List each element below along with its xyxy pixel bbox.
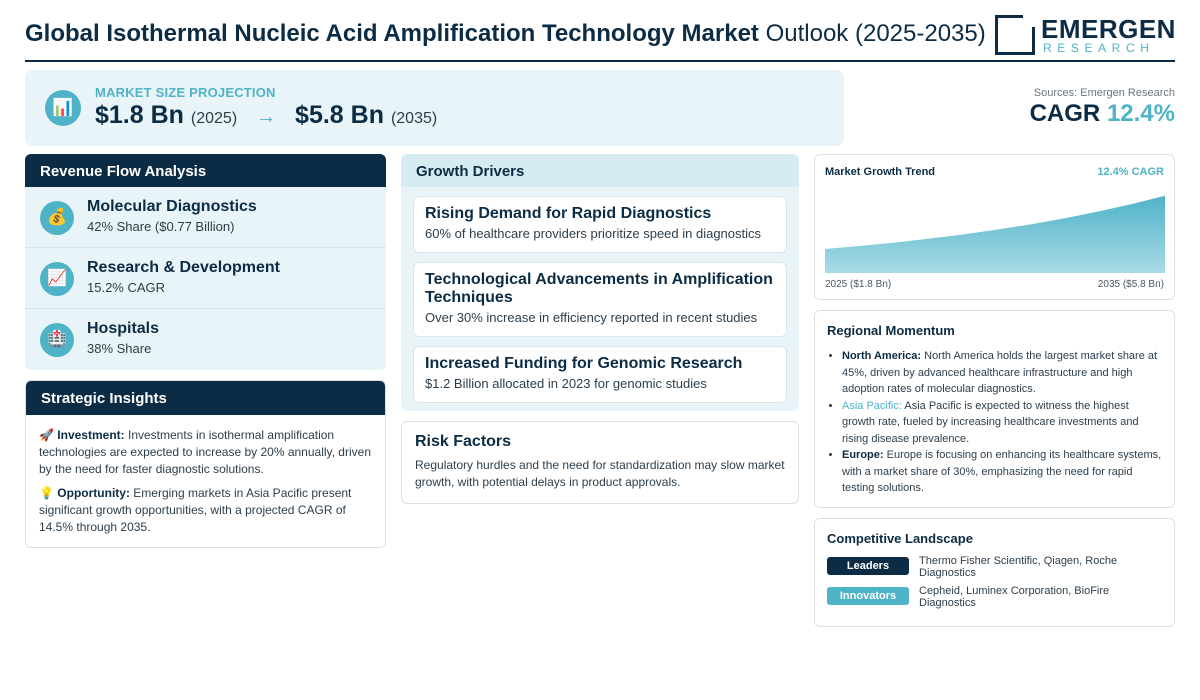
emergen-logo[interactable]: EMERGEN RESEARCH [995,14,1175,56]
revenue-item-name: Hospitals [87,320,160,337]
revenue-item: 🏥 Hospitals 38% Share [25,309,386,370]
growth-drivers-panel: Growth Drivers Rising Demand for Rapid D… [401,154,799,411]
insight-item: 💡 Opportunity: Emerging markets in Asia … [39,486,352,534]
region-item: North America: North America holds the l… [842,348,1162,398]
revenue-flow-panel: Revenue Flow Analysis 💰 Molecular Diagno… [25,154,386,370]
revenue-item: 📈 Research & Development 15.2% CAGR [25,248,386,309]
trend-start-label: 2025 ($1.8 Bn) [825,279,892,290]
region-item: Asia Pacific: Asia Pacific is expected t… [842,398,1162,448]
risk-factors-text: Regulatory hurdles and the need for stan… [415,458,785,489]
region-item: Europe: Europe is focusing on enhancing … [842,447,1162,497]
driver-detail: Over 30% increase in efficiency reported… [425,310,758,325]
projection-values: $1.8 Bn (2025) → $5.8 Bn (2035) [95,101,437,130]
revenue-item-detail: 15.2% CAGR [87,280,166,295]
risk-factors-title: Risk Factors [415,433,512,450]
revenue-item-detail: 42% Share ($0.77 Billion) [87,219,235,234]
rocket-icon: 🚀 [39,428,54,442]
page-header: Global Isothermal Nucleic Acid Amplifica… [25,12,1175,62]
driver-title: Technological Advancements in Amplificat… [425,271,773,306]
logo-sub-text: RESEARCH [1043,41,1155,55]
strategic-insights-title: Strategic Insights [26,381,385,415]
competitor-row: Innovators Cepheid, Luminex Corporation,… [827,585,1165,611]
market-size-projection: 📊 MARKET SIZE PROJECTION $1.8 Bn (2025) … [25,70,844,146]
cagr-value: 12.4% [1106,100,1175,127]
driver-detail: 60% of healthcare providers prioritize s… [425,226,762,241]
competitive-landscape-panel: Competitive Landscape Leaders Thermo Fis… [814,518,1175,627]
projection-label: MARKET SIZE PROJECTION [95,85,276,100]
revenue-item-detail: 38% Share [87,341,152,356]
competitor-names: Thermo Fisher Scientific, Qiagen, Roche … [919,555,1118,579]
driver-title: Increased Funding for Genomic Research [425,355,743,372]
revenue-item-name: Molecular Diagnostics [87,198,257,215]
trend-chart-icon: 📈 [40,262,74,296]
page-title: Global Isothermal Nucleic Acid Amplifica… [25,20,986,47]
trend-cagr-label: 12.4% CAGR [1097,166,1164,178]
market-growth-trend-panel: Market Growth Trend 12.4% CAGR 2025 ($1.… [814,154,1175,300]
lightbulb-icon: 💡 [39,486,54,500]
growth-drivers-title: Growth Drivers [401,154,799,187]
growth-area-chart [825,195,1165,273]
revenue-item-name: Research & Development [87,259,280,276]
competitor-names: Cepheid, Luminex Corporation, BioFire Di… [919,585,1110,609]
competitor-row: Leaders Thermo Fisher Scientific, Qiagen… [827,555,1165,581]
competitive-landscape-title: Competitive Landscape [827,531,973,546]
leaders-badge: Leaders [827,557,909,575]
strategic-insights-panel: Strategic Insights 🚀 Investment: Investm… [25,380,386,548]
driver-card: Increased Funding for Genomic Research $… [413,346,787,403]
projection-start-value: $1.8 Bn [95,101,184,129]
bar-chart-icon: 📊 [45,90,81,126]
logo-main-text: EMERGEN [1041,14,1176,44]
revenue-item: 💰 Molecular Diagnostics 42% Share ($0.77… [25,187,386,248]
projection-start-year: (2025) [190,110,238,127]
revenue-flow-title: Revenue Flow Analysis [25,154,386,187]
hospital-icon: 🏥 [40,323,74,357]
cagr-headline: CAGR 12.4% [1029,100,1175,127]
arrow-right-icon: → [256,106,277,128]
driver-card: Technological Advancements in Amplificat… [413,262,787,337]
money-bag-icon: 💰 [40,201,74,235]
projection-end-value: $5.8 Bn [295,101,384,129]
regional-momentum-panel: Regional Momentum North America: North A… [814,310,1175,508]
driver-title: Rising Demand for Rapid Diagnostics [425,205,712,222]
projection-end-year: (2035) [390,110,438,127]
trend-title: Market Growth Trend [825,166,936,178]
risk-factors-panel: Risk Factors Regulatory hurdles and the … [401,421,799,504]
insight-item: 🚀 Investment: Investments in isothermal … [39,428,371,476]
trend-end-label: 2035 ($5.8 Bn) [1097,279,1164,290]
innovators-badge: Innovators [827,587,909,605]
driver-detail: $1.2 Billion allocated in 2023 for genom… [425,376,707,391]
regional-momentum-title: Regional Momentum [827,323,955,338]
logo-mark-icon [995,15,1035,55]
sources-text: Sources: Emergen Research [1033,87,1175,99]
driver-card: Rising Demand for Rapid Diagnostics 60% … [413,196,787,253]
growth-area-series [825,195,1165,273]
